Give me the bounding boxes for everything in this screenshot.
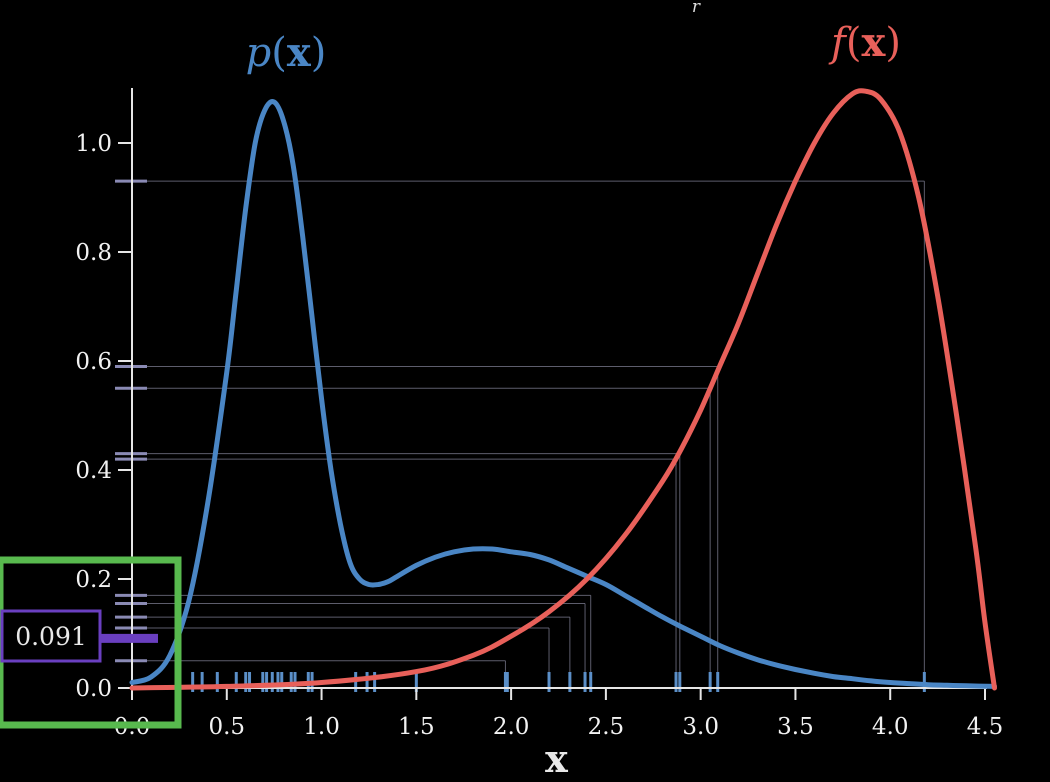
curve-titles: p(x) f(x) r — [246, 0, 901, 76]
value-box — [0, 609, 102, 663]
x-tick-label: 2.5 — [588, 714, 625, 740]
y-tick-label: 0.4 — [75, 458, 112, 484]
y-tick-label: 0.6 — [75, 349, 112, 375]
projection-guides — [115, 179, 925, 688]
curves — [129, 88, 997, 691]
y-tick-label: 0.8 — [75, 240, 112, 266]
y-tick-label: 1.0 — [75, 131, 112, 157]
x-tick-label: 2.0 — [493, 714, 530, 740]
x-tick-label: 4.5 — [967, 714, 1004, 740]
axes: 0.00.20.40.60.81.00.0 0.5 1.0 1.5 2.0 2.5 3.0 3… — [75, 88, 1003, 781]
x-tick-label: 4.0 — [872, 714, 909, 740]
focus-box — [0, 556, 182, 729]
x-axis-title: x — [545, 736, 568, 781]
p-title: p(x) — [246, 29, 327, 76]
f-curve — [129, 88, 997, 691]
x-tick-label: 1.0 — [303, 714, 340, 740]
x-tick-label: 3.5 — [777, 714, 814, 740]
p-curve — [129, 99, 997, 689]
x-tick-label: 3.0 — [682, 714, 719, 740]
y-tick-label: 0.2 — [75, 567, 112, 593]
x-tick-label: 0.5 — [208, 714, 245, 740]
top-label: r — [692, 0, 701, 17]
y-tick-label: 0.0 — [75, 676, 112, 702]
value-box-label: 0.091 — [15, 622, 87, 651]
f-title: f(x) — [828, 19, 901, 66]
highlight-overlay: 0.091 — [0, 556, 182, 729]
x-tick-label: 1.5 — [398, 714, 435, 740]
